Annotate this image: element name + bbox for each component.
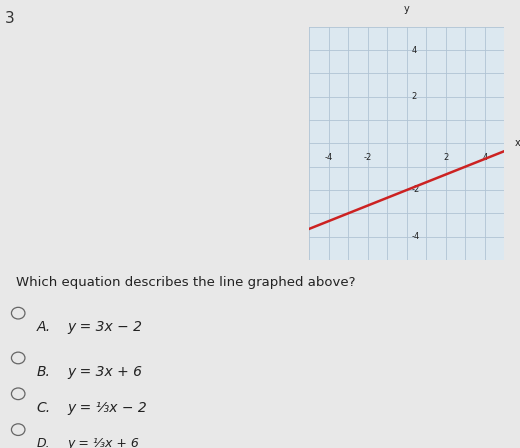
Text: 3: 3 [5,11,15,26]
Text: y = ¹⁄₃x + 6: y = ¹⁄₃x + 6 [68,437,139,448]
Text: -4: -4 [412,232,420,241]
Text: -2: -2 [412,185,420,194]
Text: C.: C. [36,401,50,415]
Text: 2: 2 [443,153,449,162]
Text: -4: -4 [325,153,333,162]
Text: x: x [515,138,520,148]
Text: y = 3x + 6: y = 3x + 6 [68,365,142,379]
Text: -2: -2 [364,153,372,162]
Text: y: y [404,4,410,14]
Text: Which equation describes the line graphed above?: Which equation describes the line graphe… [16,276,355,289]
Text: 2: 2 [412,92,417,101]
Text: y = 3x − 2: y = 3x − 2 [68,320,142,334]
Text: 4: 4 [412,46,417,55]
Text: 4: 4 [482,153,488,162]
Text: B.: B. [36,365,50,379]
Text: D.: D. [36,437,50,448]
Text: y = ¹⁄₃x − 2: y = ¹⁄₃x − 2 [68,401,147,415]
Text: A.: A. [36,320,50,334]
